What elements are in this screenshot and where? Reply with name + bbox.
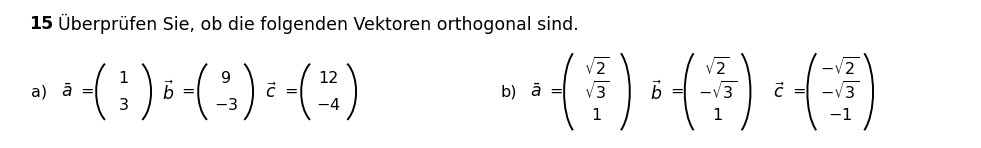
- Text: $\sqrt{3}$: $\sqrt{3}$: [584, 81, 609, 103]
- Text: $\vec{b}$: $\vec{b}$: [650, 80, 663, 104]
- Text: $\vec{c}$: $\vec{c}$: [265, 82, 277, 102]
- Text: $\vec{c}$: $\vec{c}$: [773, 82, 785, 102]
- Text: =: =: [181, 84, 195, 99]
- Text: b): b): [500, 84, 517, 99]
- Text: 9: 9: [221, 71, 231, 86]
- Text: =: =: [793, 84, 806, 99]
- Text: $-\sqrt{3}$: $-\sqrt{3}$: [820, 81, 859, 103]
- Text: $\bar{a}$: $\bar{a}$: [61, 83, 73, 101]
- Text: 1: 1: [119, 71, 129, 86]
- Text: =: =: [670, 84, 684, 99]
- Text: =: =: [80, 84, 94, 99]
- Text: $1$: $1$: [592, 107, 601, 123]
- Text: $-3$: $-3$: [214, 97, 237, 113]
- Text: $-1$: $-1$: [828, 107, 852, 123]
- Text: =: =: [549, 84, 563, 99]
- Text: $\bar{a}$: $\bar{a}$: [530, 83, 542, 101]
- Text: $\sqrt{2}$: $\sqrt{2}$: [584, 57, 609, 79]
- Text: $\vec{b}$: $\vec{b}$: [162, 80, 175, 104]
- Text: $-4$: $-4$: [316, 97, 341, 113]
- Text: 3: 3: [119, 98, 129, 113]
- Text: $-\sqrt{2}$: $-\sqrt{2}$: [820, 57, 859, 79]
- Text: $1$: $1$: [712, 107, 722, 123]
- Text: $-\sqrt{3}$: $-\sqrt{3}$: [697, 81, 737, 103]
- Text: 15: 15: [29, 15, 54, 33]
- Text: 12: 12: [319, 71, 338, 86]
- Text: $\sqrt{2}$: $\sqrt{2}$: [704, 57, 730, 79]
- Text: Überprüfen Sie, ob die folgenden Vektoren orthogonal sind.: Überprüfen Sie, ob die folgenden Vektore…: [58, 14, 579, 34]
- Text: =: =: [284, 84, 298, 99]
- Text: a): a): [31, 84, 47, 99]
